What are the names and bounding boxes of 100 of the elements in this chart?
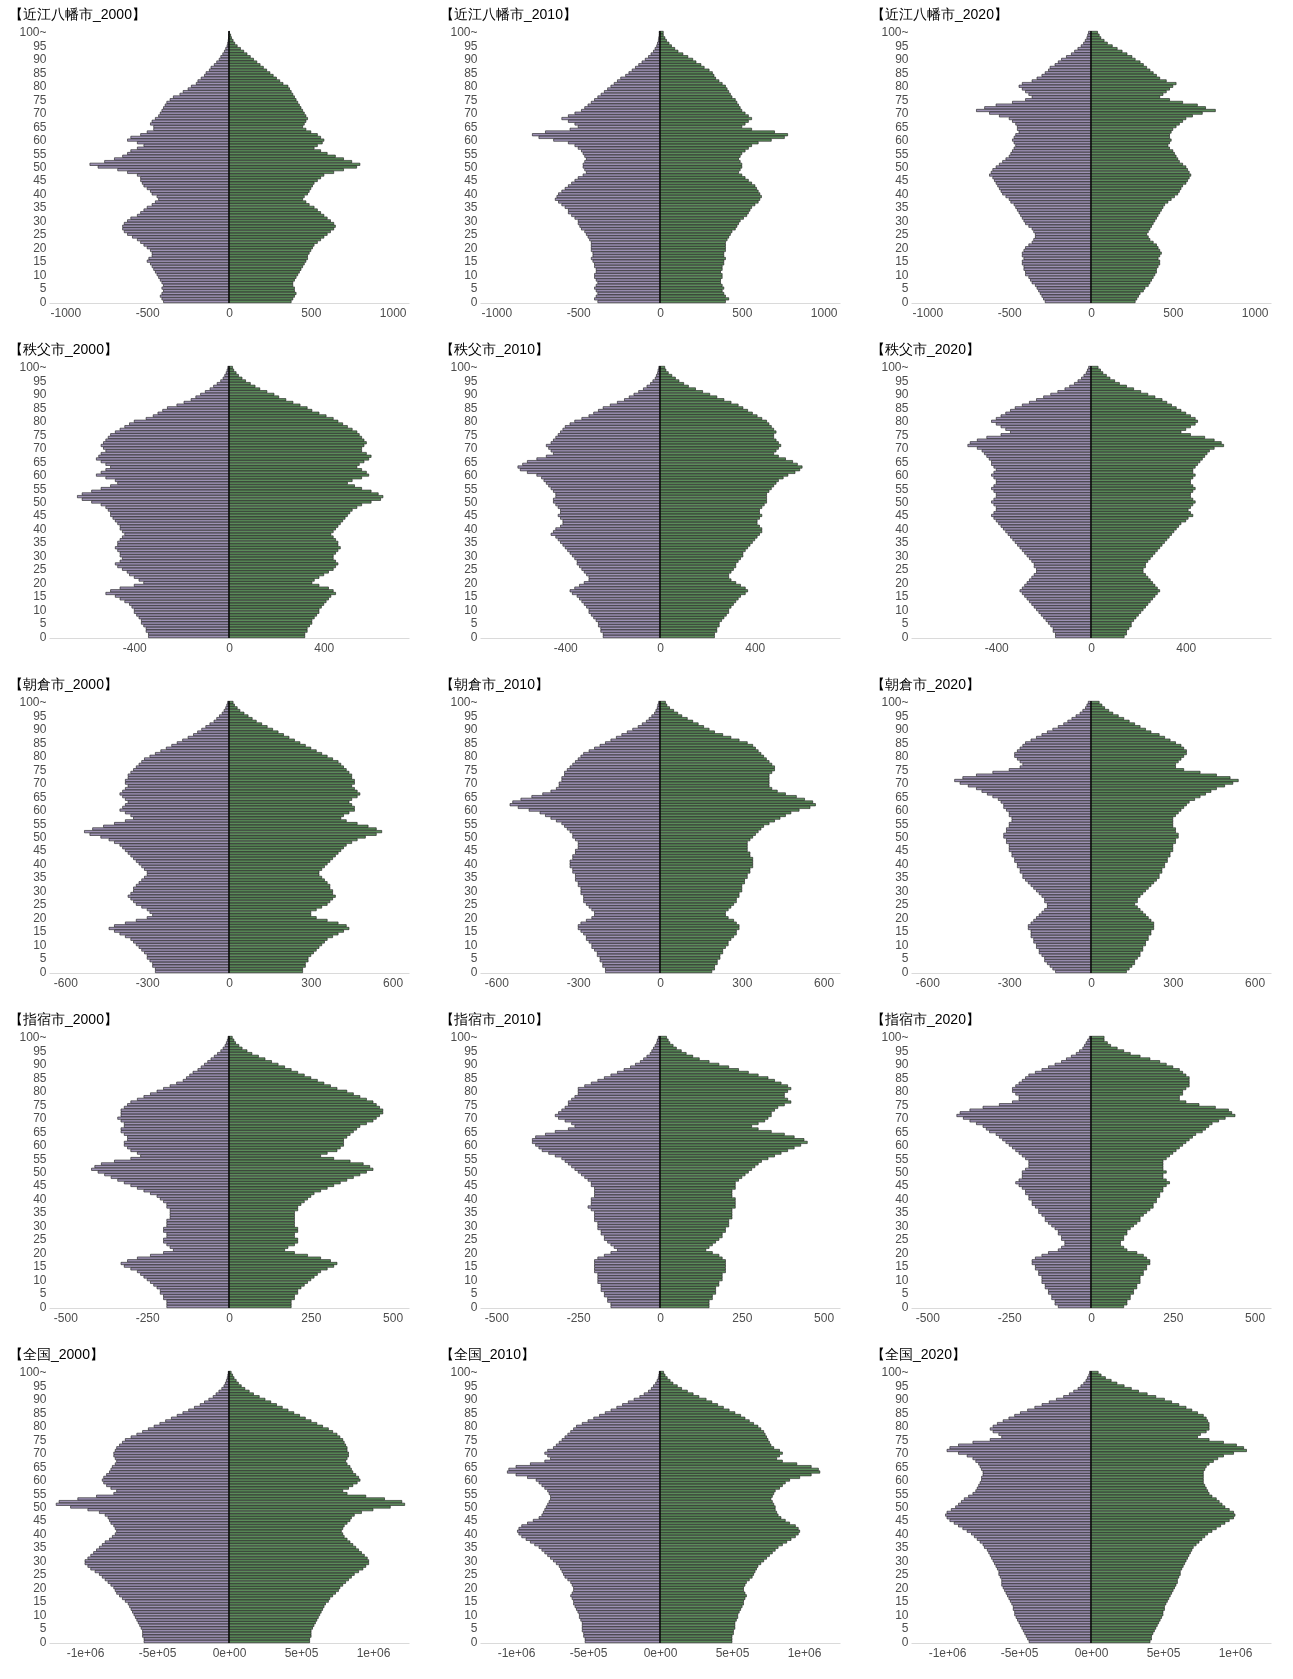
y-tick-label: 35 bbox=[895, 1205, 909, 1220]
y-tick-label: 80 bbox=[464, 414, 478, 429]
x-tick-label: 500 bbox=[1163, 305, 1184, 320]
y-tick-label: 10 bbox=[464, 602, 478, 617]
y-tick-label: 5 bbox=[901, 281, 909, 296]
chart-title: 【全国_2000】 bbox=[9, 1345, 104, 1362]
y-tick-label: 80 bbox=[33, 79, 47, 94]
y-tick-label: 0 bbox=[470, 629, 478, 644]
y-tick-label: 40 bbox=[895, 186, 909, 201]
y-tick-label: 30 bbox=[33, 883, 47, 898]
y-tick-label: 70 bbox=[33, 1111, 47, 1126]
y-tick-label: 5 bbox=[39, 951, 47, 966]
y-tick-label: 70 bbox=[895, 1446, 909, 1461]
y-tick-label: 10 bbox=[464, 937, 478, 952]
x-tick-label: 5e+05 bbox=[284, 1645, 319, 1660]
y-tick-label: 80 bbox=[895, 1084, 909, 1099]
y-tick-label: 85 bbox=[33, 400, 47, 415]
y-tick-label: 100~ bbox=[19, 1365, 47, 1380]
y-tick-label: 95 bbox=[33, 38, 47, 53]
y-tick-label: 75 bbox=[33, 427, 47, 442]
y-tick-label: 25 bbox=[464, 1567, 478, 1582]
x-tick-label: -400 bbox=[122, 640, 148, 655]
y-tick-label: 70 bbox=[464, 1111, 478, 1126]
chart-title: 【朝倉市_2010】 bbox=[440, 675, 549, 692]
y-tick-label: 5 bbox=[470, 281, 478, 296]
y-tick-label: 70 bbox=[895, 1111, 909, 1126]
y-tick-label: 5 bbox=[39, 616, 47, 631]
y-tick-label: 60 bbox=[33, 1473, 47, 1488]
y-tick-label: 100~ bbox=[19, 25, 47, 40]
y-tick-label: 100~ bbox=[881, 1030, 909, 1045]
y-tick-label: 15 bbox=[464, 924, 478, 939]
y-tick-label: 0 bbox=[901, 1299, 909, 1314]
y-tick-label: 45 bbox=[895, 843, 909, 858]
y-tick-label: 65 bbox=[33, 454, 47, 469]
y-tick-label: 80 bbox=[895, 79, 909, 94]
y-tick-label: 55 bbox=[464, 481, 478, 496]
y-tick-label: 10 bbox=[33, 267, 47, 282]
x-tick-label: 500 bbox=[301, 305, 322, 320]
x-tick-label: 600 bbox=[814, 975, 835, 990]
y-tick-label: 25 bbox=[33, 897, 47, 912]
y-tick-label: 85 bbox=[33, 65, 47, 80]
x-tick-label: -500 bbox=[915, 1310, 941, 1325]
y-tick-label: 70 bbox=[33, 776, 47, 791]
y-tick-label: 25 bbox=[895, 1232, 909, 1247]
y-tick-label: 75 bbox=[895, 1432, 909, 1447]
y-tick-label: 60 bbox=[464, 468, 478, 483]
y-tick-label: 50 bbox=[464, 495, 478, 509]
chart-title: 【朝倉市_2000】 bbox=[9, 675, 118, 692]
y-tick-label: 90 bbox=[464, 722, 478, 737]
y-tick-label: 20 bbox=[464, 1580, 478, 1595]
y-tick-label: 95 bbox=[895, 373, 909, 388]
chart-title: 【指宿市_2020】 bbox=[871, 1010, 980, 1027]
y-tick-label: 80 bbox=[33, 1084, 47, 1099]
y-tick-label: 75 bbox=[895, 427, 909, 442]
y-tick-label: 100~ bbox=[450, 695, 478, 710]
y-tick-label: 25 bbox=[464, 897, 478, 912]
y-tick-label: 35 bbox=[895, 535, 909, 550]
y-tick-label: 5 bbox=[470, 616, 478, 631]
x-tick-label: 400 bbox=[1176, 640, 1197, 655]
y-tick-label: 0 bbox=[901, 294, 909, 309]
y-tick-label: 100~ bbox=[19, 695, 47, 710]
chart-title: 【朝倉市_2020】 bbox=[871, 675, 980, 692]
y-tick-label: 0 bbox=[470, 294, 478, 309]
y-tick-label: 85 bbox=[464, 1070, 478, 1085]
y-tick-label: 30 bbox=[895, 548, 909, 563]
y-tick-label: 30 bbox=[464, 883, 478, 898]
y-tick-label: 85 bbox=[464, 400, 478, 415]
x-tick-label: 5e+05 bbox=[715, 1645, 750, 1660]
y-tick-label: 30 bbox=[895, 1218, 909, 1233]
y-tick-label: 35 bbox=[895, 870, 909, 885]
x-tick-label: -1e+06 bbox=[928, 1645, 967, 1660]
x-tick-label: 1e+06 bbox=[356, 1645, 391, 1660]
y-tick-label: 100~ bbox=[881, 25, 909, 40]
y-tick-label: 35 bbox=[464, 870, 478, 885]
y-tick-label: 55 bbox=[895, 1151, 909, 1166]
y-tick-label: 60 bbox=[464, 803, 478, 818]
y-tick-label: 65 bbox=[33, 789, 47, 804]
y-tick-label: 50 bbox=[895, 830, 909, 844]
y-tick-label: 40 bbox=[33, 856, 47, 871]
y-tick-label: 25 bbox=[464, 562, 478, 577]
y-tick-label: 30 bbox=[33, 213, 47, 228]
y-tick-label: 75 bbox=[464, 1432, 478, 1447]
y-tick-label: 70 bbox=[464, 441, 478, 456]
y-tick-label: 20 bbox=[895, 1580, 909, 1595]
y-tick-label: 15 bbox=[33, 254, 47, 269]
y-tick-label: 100~ bbox=[450, 25, 478, 40]
y-tick-label: 45 bbox=[33, 173, 47, 188]
y-tick-label: 100~ bbox=[450, 360, 478, 375]
y-tick-label: 65 bbox=[895, 119, 909, 134]
x-tick-label: 250 bbox=[732, 1310, 753, 1325]
y-tick-label: 50 bbox=[464, 1165, 478, 1179]
y-tick-label: 45 bbox=[464, 1513, 478, 1528]
chart-title: 【指宿市_2000】 bbox=[9, 1010, 118, 1027]
y-tick-label: 45 bbox=[33, 843, 47, 858]
y-tick-label: 15 bbox=[33, 1594, 47, 1609]
y-tick-label: 85 bbox=[464, 735, 478, 750]
y-tick-label: 5 bbox=[470, 951, 478, 966]
y-tick-label: 30 bbox=[464, 548, 478, 563]
y-tick-label: 85 bbox=[895, 65, 909, 80]
y-tick-label: 90 bbox=[33, 722, 47, 737]
